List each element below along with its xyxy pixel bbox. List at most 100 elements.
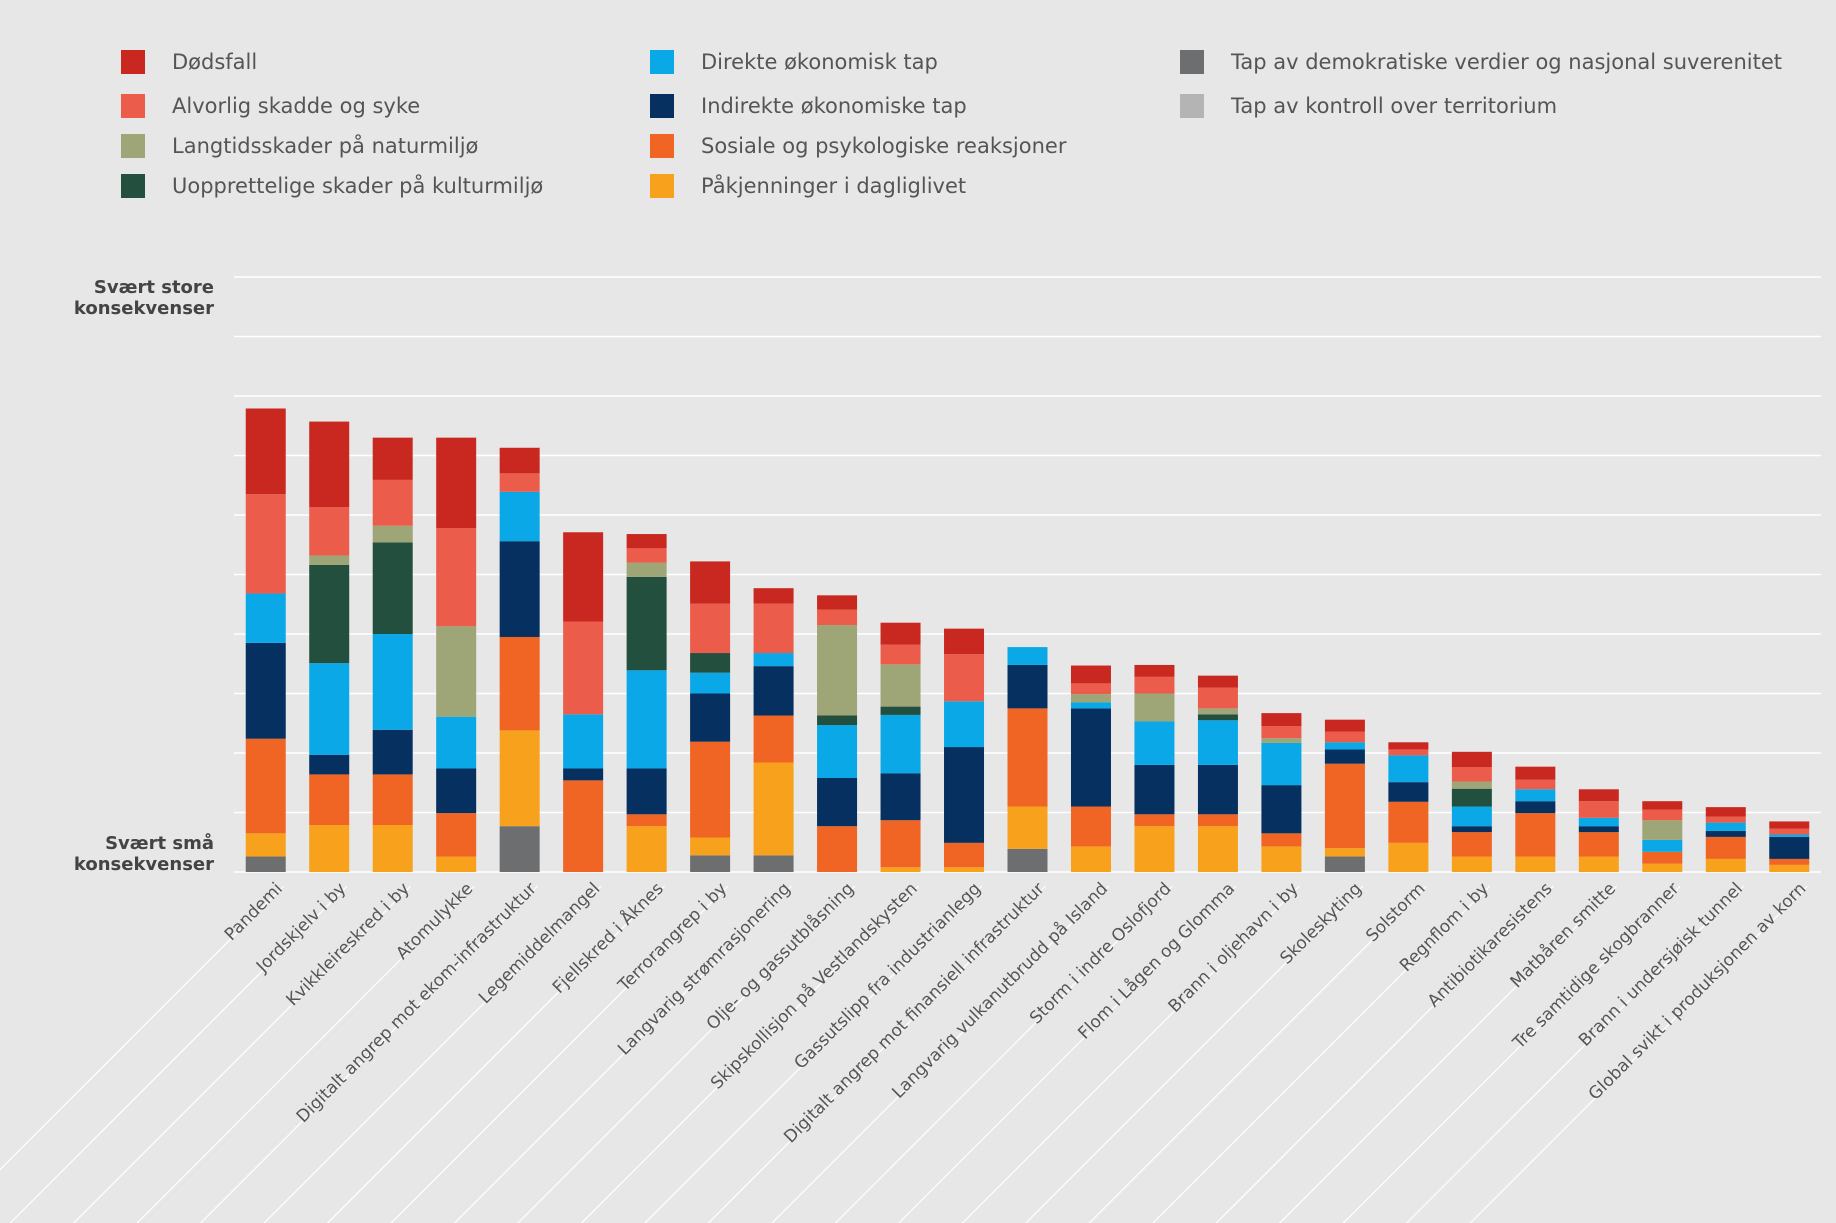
bar-segment (880, 773, 921, 821)
bar-segment (1388, 755, 1429, 783)
legend-label: Direkte økonomisk tap (701, 50, 938, 74)
bar-segment (1515, 813, 1556, 857)
bar-segment (626, 826, 667, 872)
bar-segment (880, 867, 921, 872)
bar-segment (1769, 821, 1810, 829)
bar-segment (880, 706, 921, 715)
label-leader (453, 885, 793, 1223)
bar-segment (245, 856, 286, 872)
legend-swatch (1180, 50, 1204, 74)
bar-segment (1324, 731, 1365, 743)
bar-segment (753, 603, 794, 654)
bar-segment (1642, 809, 1683, 821)
bar-segment (1705, 822, 1746, 831)
bar-segment (944, 842, 985, 868)
bar-segment (1134, 693, 1175, 722)
bar-segment (309, 555, 350, 565)
label-leader (1152, 885, 1491, 1223)
bar-segment (1705, 816, 1746, 823)
bar-segment (1578, 826, 1619, 833)
legend-label: Indirekte økonomiske tap (701, 94, 967, 118)
bar-segment (1578, 817, 1619, 827)
label-leader (1469, 885, 1808, 1223)
bar-segment (1451, 826, 1492, 833)
bar-segment (1197, 708, 1238, 715)
bar-segment (690, 672, 731, 694)
label-leader (834, 885, 1173, 1223)
bar-segment (1578, 856, 1619, 872)
bar-segment (499, 541, 540, 637)
bar-segment (1578, 789, 1619, 802)
bar-segment (499, 636, 540, 731)
bar-segment (1324, 848, 1365, 857)
bar-segment (1388, 749, 1429, 756)
bar-segment (1197, 687, 1238, 709)
legend-swatch (650, 134, 674, 158)
bar-segment (1388, 801, 1429, 843)
bar-segment (1515, 789, 1556, 802)
bar-segment (372, 774, 413, 825)
bar-segment (1451, 832, 1492, 857)
bar-segment (1642, 839, 1683, 852)
bar-segment (309, 824, 350, 872)
bar-segment (626, 562, 667, 577)
bar-segment (1007, 806, 1048, 849)
bar-segment (1261, 738, 1302, 743)
bar-segment (817, 609, 858, 626)
legend-label: Tap av demokratiske verdier og nasjonal … (1230, 50, 1782, 74)
bar-segment (563, 532, 604, 622)
legend-swatch (121, 174, 145, 198)
bar-segment (880, 644, 921, 665)
bar-segment (690, 603, 731, 654)
bar-segment (1134, 814, 1175, 827)
label-leader (1342, 885, 1681, 1223)
bar-segment (1451, 788, 1492, 807)
bar-segment (563, 780, 604, 872)
bar-segment (372, 525, 413, 543)
label-leader (1215, 885, 1554, 1223)
legend-label: Langtidsskader på naturmiljø (172, 133, 479, 158)
bar-segment (626, 670, 667, 769)
bar-segment (1070, 665, 1111, 684)
bar-segment (626, 768, 667, 815)
bar-segment (1070, 708, 1111, 807)
bar-segment (1134, 764, 1175, 815)
bar-segment (880, 820, 921, 868)
bar-segment (245, 833, 286, 857)
bar-segment (753, 855, 794, 872)
bar-segment (880, 664, 921, 707)
bar-segment (309, 421, 350, 508)
bar-segment (817, 777, 858, 827)
bar-segment (1070, 806, 1111, 847)
bar-segment (1197, 764, 1238, 815)
bar-segment (1197, 714, 1238, 721)
bar-segment (563, 621, 604, 715)
legend-swatch (121, 94, 145, 118)
bar-segment (753, 588, 794, 604)
legend-label: Påkjenninger i dagliglivet (701, 173, 966, 198)
label-leader (707, 885, 1046, 1223)
bar-segment (1769, 836, 1810, 859)
bar-segment (690, 855, 731, 872)
legend-swatch (121, 50, 145, 74)
bar-segment (245, 642, 286, 739)
bar-segment (1261, 726, 1302, 739)
bar-segment (1261, 833, 1302, 847)
bar-segment (944, 654, 985, 702)
bar-segment (690, 653, 731, 673)
x-tick-label: Antibiotikaresistens (1424, 879, 1557, 1012)
legend-label: Alvorlig skadde og syke (172, 94, 420, 118)
bar-segment (1007, 664, 1048, 709)
bar-segment (1324, 742, 1365, 750)
legend-swatch (121, 134, 145, 158)
legend-swatch (650, 50, 674, 74)
x-tick-label: Langvarig vulkanutbrudd på Island (888, 878, 1112, 1102)
label-leader (263, 885, 602, 1223)
bar-segment (1070, 846, 1111, 872)
y-tick-label: Svært store konsekvenser (73, 276, 214, 319)
bar-segment (245, 494, 286, 594)
bar-segment (436, 437, 477, 529)
bar-segment (1578, 832, 1619, 857)
bar-segment (1642, 863, 1683, 872)
bar-segment (1705, 836, 1746, 859)
